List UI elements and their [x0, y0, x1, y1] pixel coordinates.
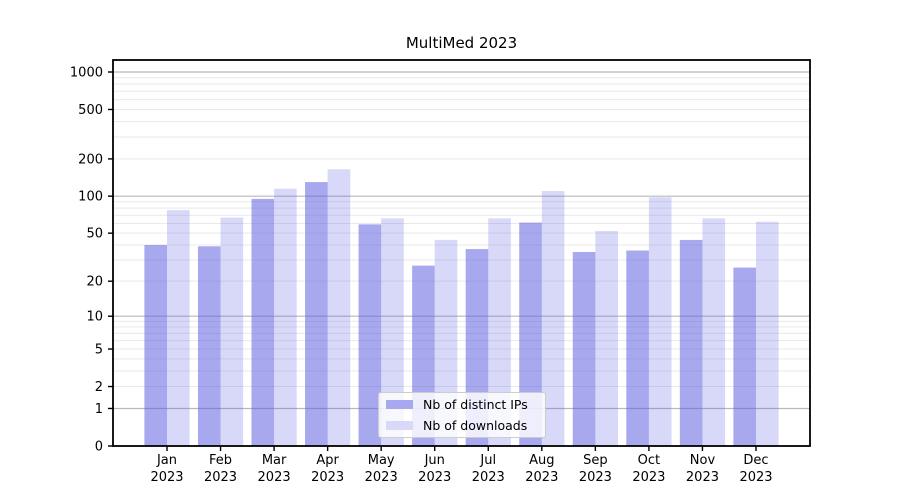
legend: Nb of distinct IPs Nb of downloads [378, 392, 546, 438]
bar-downloads-nov [702, 218, 726, 446]
legend-item-distinct-ips: Nb of distinct IPs [386, 396, 538, 414]
axes-frame [112, 59, 811, 447]
x-tick-label-month: Feb [209, 453, 232, 468]
bar-downloads-may [381, 218, 404, 446]
y-tick-label: 20 [86, 275, 103, 290]
bar-downloads-jan [167, 210, 190, 446]
x-tick-label-year: 2023 [686, 470, 719, 485]
bar-distinct-ips-nov [679, 239, 703, 446]
x-tick-label-year: 2023 [258, 470, 291, 485]
x-tick-label-year: 2023 [365, 470, 398, 485]
bar-downloads-sep [595, 231, 618, 446]
x-tick-label-year: 2023 [418, 470, 451, 485]
y-tick-label: 1000 [70, 66, 103, 81]
legend-swatch-distinct-ips [386, 400, 413, 410]
x-tick-label-year: 2023 [311, 470, 344, 485]
bar-distinct-ips-jan [144, 244, 167, 446]
x-tick-label-month: Oct [638, 453, 660, 468]
bar-distinct-ips-apr [305, 182, 328, 447]
y-tick-label: 10 [86, 310, 103, 325]
bar-downloads-oct [648, 197, 672, 446]
x-tick-label-year: 2023 [204, 470, 237, 485]
legend-label-downloads: Nb of downloads [423, 417, 528, 433]
bar-distinct-ips-aug [519, 222, 542, 446]
x-tick-label-month: Jan [156, 453, 177, 468]
bar-downloads-mar [274, 188, 297, 446]
x-tick-label-year: 2023 [472, 470, 505, 485]
x-tick-label-month: Nov [690, 453, 716, 468]
x-tick-label-month: Apr [316, 453, 339, 468]
chart-title: MultiMed 2023 [405, 34, 518, 52]
bar-downloads-feb [220, 217, 244, 446]
x-tick-label-year: 2023 [579, 470, 612, 485]
bar-downloads-jul [488, 218, 511, 446]
legend-item-downloads: Nb of downloads [386, 417, 538, 435]
y-tick-label: 200 [78, 152, 103, 167]
bar-distinct-ips-dec [733, 267, 756, 446]
bar-distinct-ips-oct [626, 250, 649, 446]
x-tick-label-month: Jul [479, 453, 496, 468]
x-tick-label-month: Mar [262, 453, 287, 468]
x-tick-label-month: May [368, 453, 395, 468]
y-tick-label: 1 [95, 402, 103, 417]
bar-downloads-dec [756, 221, 779, 446]
bar-distinct-ips-feb [197, 246, 221, 446]
x-tick-label-month: Dec [743, 453, 768, 468]
legend-label-distinct-ips: Nb of distinct IPs [423, 397, 528, 413]
x-tick-label-month: Aug [529, 453, 554, 468]
x-tick-label-month: Jun [424, 453, 445, 468]
y-tick-label: 100 [78, 190, 103, 205]
y-tick-label: 50 [86, 227, 103, 242]
bar-distinct-ips-sep [572, 252, 596, 446]
y-tick-label: 0 [95, 440, 103, 455]
x-tick-label-year: 2023 [632, 470, 665, 485]
y-tick-label: 5 [95, 343, 103, 358]
legend-swatch-downloads [386, 420, 413, 430]
x-tick-label-year: 2023 [739, 470, 772, 485]
bar-distinct-ips-mar [251, 198, 275, 446]
x-tick-label-month: Sep [583, 453, 608, 468]
bar-distinct-ips-may [358, 224, 382, 446]
y-tick-label: 2 [95, 380, 103, 395]
x-tick-label-year: 2023 [525, 470, 558, 485]
bar-downloads-aug [541, 191, 565, 446]
y-tick-label: 500 [78, 103, 103, 118]
x-tick-label-year: 2023 [150, 470, 183, 485]
bar-downloads-apr [327, 169, 351, 446]
